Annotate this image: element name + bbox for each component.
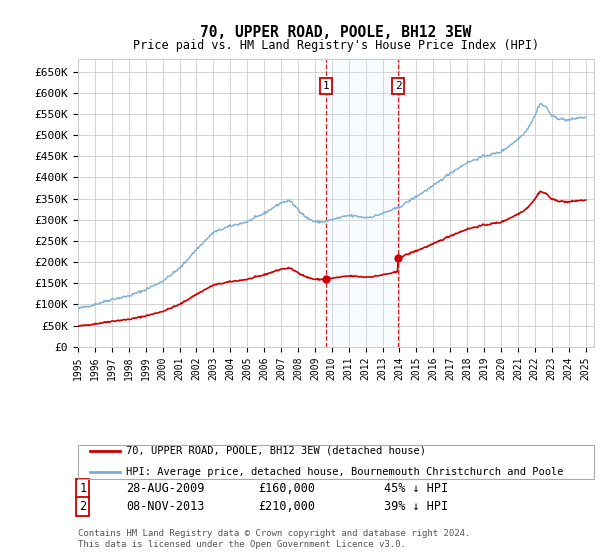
- Text: 70, UPPER ROAD, POOLE, BH12 3EW (detached house): 70, UPPER ROAD, POOLE, BH12 3EW (detache…: [126, 446, 426, 456]
- Text: Price paid vs. HM Land Registry's House Price Index (HPI): Price paid vs. HM Land Registry's House …: [133, 39, 539, 52]
- Text: Contains HM Land Registry data © Crown copyright and database right 2024.
This d: Contains HM Land Registry data © Crown c…: [78, 529, 470, 549]
- Text: £210,000: £210,000: [258, 500, 315, 514]
- Text: 2: 2: [79, 500, 86, 514]
- Text: 2: 2: [395, 81, 401, 91]
- Bar: [326, 59, 398, 347]
- Text: 28-AUG-2009: 28-AUG-2009: [126, 482, 205, 495]
- Text: 08-NOV-2013: 08-NOV-2013: [126, 500, 205, 514]
- Text: 70, UPPER ROAD, POOLE, BH12 3EW: 70, UPPER ROAD, POOLE, BH12 3EW: [200, 25, 472, 40]
- Text: HPI: Average price, detached house, Bournemouth Christchurch and Poole: HPI: Average price, detached house, Bour…: [126, 467, 563, 477]
- Text: £160,000: £160,000: [258, 482, 315, 495]
- Text: 39% ↓ HPI: 39% ↓ HPI: [384, 500, 448, 514]
- Text: 1: 1: [323, 81, 329, 91]
- Text: 1: 1: [79, 482, 86, 495]
- Text: 45% ↓ HPI: 45% ↓ HPI: [384, 482, 448, 495]
